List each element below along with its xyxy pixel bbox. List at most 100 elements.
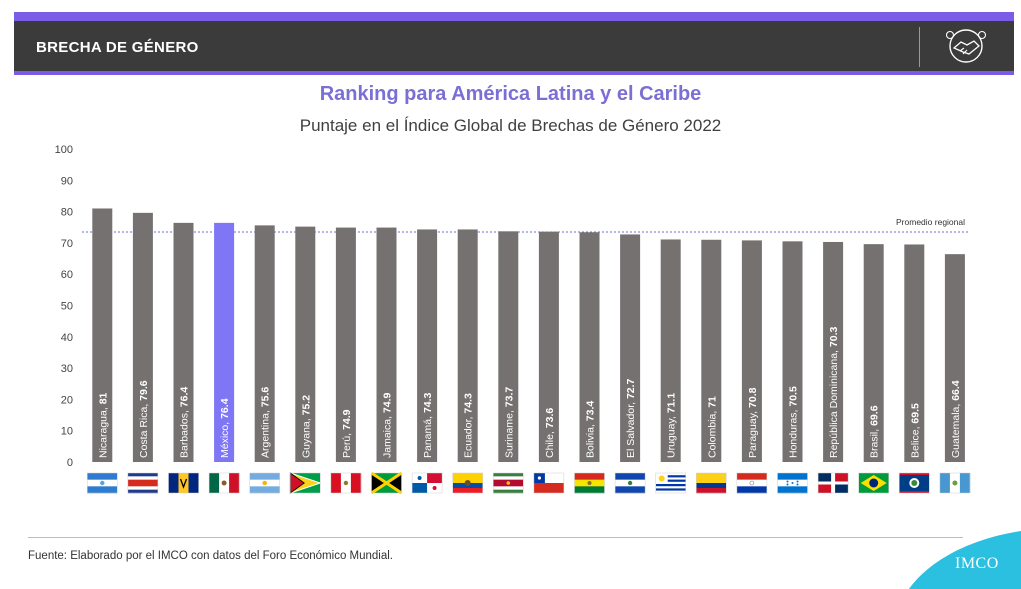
flag-icon xyxy=(370,471,403,495)
bar-label: Guatemala, 66.4 xyxy=(950,380,962,458)
bar-label: Ecuador, 74.3 xyxy=(463,393,475,458)
y-tick-label: 70 xyxy=(61,238,73,250)
flag-icon xyxy=(249,472,280,494)
bar-value-label: 79.6 xyxy=(138,380,150,401)
top-accent-bar xyxy=(14,12,1014,21)
flag-icon xyxy=(330,472,362,494)
bar-value-label: 74.3 xyxy=(422,392,434,413)
flag-icon xyxy=(411,472,443,494)
flag-icon xyxy=(533,472,565,494)
chart-subtitle: Puntaje en el Índice Global de Brechas d… xyxy=(299,116,722,135)
bar-value-label: 70.8 xyxy=(747,387,759,408)
bar-label: México, 76.4 xyxy=(219,398,231,458)
bar-value-label: 72.7 xyxy=(625,378,637,399)
footer-divider xyxy=(28,537,963,538)
source-note: Fuente: Elaborado por el IMCO con datos … xyxy=(28,550,393,562)
bar-13 xyxy=(620,234,641,462)
bar-label: Paraguay, 70.8 xyxy=(747,387,759,458)
bar-label: Belice, 69.5 xyxy=(909,403,921,458)
bar-value-label: 70.3 xyxy=(828,326,840,347)
bar-2 xyxy=(173,222,194,462)
bar-label: Brasil, 69.6 xyxy=(869,405,881,458)
bar-10 xyxy=(498,231,519,462)
flag-icon xyxy=(777,472,808,494)
y-tick-label: 90 xyxy=(61,175,73,187)
bar-14 xyxy=(660,239,681,462)
flag-icon xyxy=(858,472,889,494)
chart-title: Ranking para América Latina y el Caribe xyxy=(319,83,702,105)
flag-icon xyxy=(736,472,768,494)
bar-label: Bolivia, 73.4 xyxy=(585,401,597,458)
y-tick-label: 10 xyxy=(61,426,73,438)
handshake-icon xyxy=(945,29,987,63)
bar-value-label: 69.6 xyxy=(869,405,881,426)
bar-value-label: 66.4 xyxy=(950,380,962,401)
bar-19 xyxy=(863,244,884,462)
bar-12 xyxy=(579,232,600,462)
bar-value-label: 71 xyxy=(706,396,718,408)
y-tick-label: 80 xyxy=(61,207,73,219)
bar-16 xyxy=(741,240,762,462)
header-title: BRECHA DE GÉNERO xyxy=(36,39,199,56)
bar-label: Perú, 74.9 xyxy=(341,409,353,458)
bar-11 xyxy=(538,231,559,462)
y-tick-label: 20 xyxy=(61,394,73,406)
bar-label: Argentina, 75.6 xyxy=(260,387,272,458)
y-tick-label: 100 xyxy=(55,144,73,156)
bar-7 xyxy=(376,227,397,462)
flag-icon xyxy=(939,472,971,494)
bar-label: Uruguay, 71.1 xyxy=(666,393,678,458)
bar-label: Costa Rica, 79.6 xyxy=(138,380,150,458)
bar-0 xyxy=(92,208,113,462)
bar-6 xyxy=(335,227,356,462)
bar-9 xyxy=(457,229,478,462)
bar-label: Nicaragua, 81 xyxy=(97,392,109,458)
flag-icon xyxy=(574,472,605,494)
bar-4 xyxy=(254,225,275,462)
flag-icon xyxy=(127,472,159,494)
bar-value-label: 76.4 xyxy=(179,387,191,408)
bar-20 xyxy=(904,244,925,462)
flag-icon xyxy=(493,472,524,494)
bar-label: Guyana, 75.2 xyxy=(300,395,312,458)
bar-label: Barbados, 76.4 xyxy=(179,387,191,458)
bar-label: Suriname, 73.7 xyxy=(503,387,515,458)
flag-icon xyxy=(614,472,646,494)
flag-icon xyxy=(899,472,930,494)
bar-3 xyxy=(214,222,235,462)
bar-value-label: 70.5 xyxy=(788,386,800,407)
flag-icon xyxy=(696,472,727,494)
regional-average-label: Promedio regional xyxy=(896,217,965,227)
bar-label: Colombia, 71 xyxy=(706,396,718,458)
imco-logo: IMCO xyxy=(955,555,999,572)
bar-8 xyxy=(417,229,438,462)
bar-label: El Salvador, 72.7 xyxy=(625,378,637,458)
bar-value-label: 81 xyxy=(97,392,109,404)
flag-icon xyxy=(289,472,322,494)
header-banner: BRECHA DE GÉNERO xyxy=(14,21,1014,75)
bar-value-label: 75.2 xyxy=(300,395,312,416)
bar-value-label: 73.7 xyxy=(503,387,515,408)
bar-value-label: 73.4 xyxy=(585,401,597,422)
header-divider xyxy=(919,27,920,67)
flag-icon xyxy=(208,472,240,494)
flag-icon xyxy=(817,472,849,494)
bar-17 xyxy=(782,241,803,462)
flag-icon xyxy=(452,472,483,494)
y-tick-label: 0 xyxy=(67,457,73,469)
bar-value-label: 74.3 xyxy=(463,393,475,414)
bar-label: República Dominicana, 70.3 xyxy=(828,326,840,458)
bar-value-label: 74.9 xyxy=(341,409,353,430)
y-tick-label: 30 xyxy=(61,363,73,375)
bar-18 xyxy=(823,241,844,462)
y-tick-label: 40 xyxy=(61,332,73,344)
bar-value-label: 74.9 xyxy=(382,392,394,413)
bar-value-label: 73.6 xyxy=(544,408,556,429)
y-tick-label: 50 xyxy=(61,301,73,313)
bar-label: Honduras, 70.5 xyxy=(788,386,800,458)
bar-label: Panamá, 74.3 xyxy=(422,392,434,458)
flag-icon xyxy=(87,472,118,494)
bar-5 xyxy=(295,226,316,462)
bar-value-label: 71.1 xyxy=(666,393,678,414)
bar-value-label: 76.4 xyxy=(219,398,231,419)
